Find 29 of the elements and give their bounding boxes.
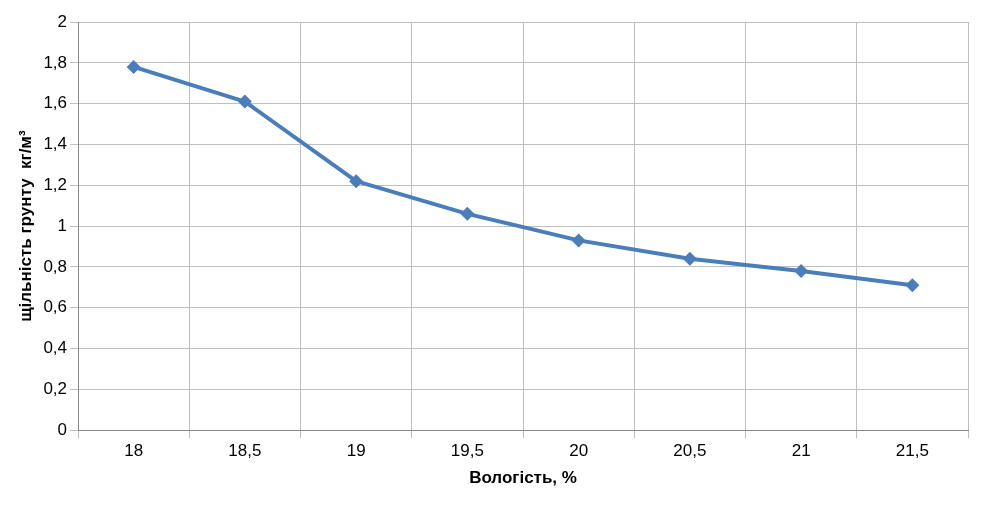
x-tick-label: 20 [569,441,589,461]
point [126,59,141,74]
x-axis-title: Вологість, % [469,468,577,488]
point [237,94,252,109]
y-tick-label: 1,2 [43,174,68,194]
y-tick-label: 2 [57,11,68,31]
y-tick-label: 1 [57,215,68,235]
x-tick-label: 19 [346,441,366,461]
x-tick-label: 20,5 [673,441,707,461]
point [905,278,920,293]
point [460,206,475,221]
point [682,251,697,266]
y-tick-label: 0,2 [43,379,68,399]
x-tick-label: 21,5 [895,441,929,461]
x-tick-label: 19,5 [450,441,484,461]
y-tick-label: 0 [57,419,68,439]
y-axis-title: щільність грунту кг/м³ [15,130,35,322]
y-tick-label: 0,6 [43,297,68,317]
y-tick-label: 1,8 [43,52,68,72]
y-tick-label: 0,4 [43,338,68,358]
point [571,233,586,248]
x-tick-label: 21 [791,441,811,461]
x-tick-label: 18 [124,441,144,461]
y-tick-label: 0,8 [43,256,68,276]
point [349,174,364,189]
y-tick-label: 1,6 [43,93,68,113]
y-tick-label: 1,4 [43,134,68,154]
x-tick-label: 18,5 [228,441,262,461]
point [794,264,809,278]
